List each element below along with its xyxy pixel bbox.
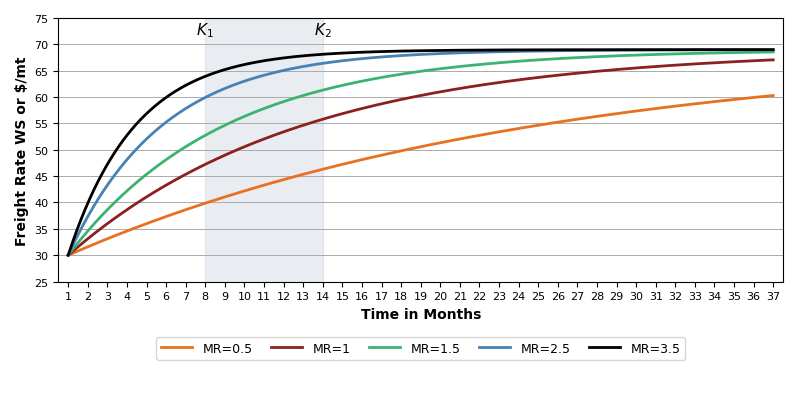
- MR=2.5: [349, 58, 358, 63]
- MR=2.5: [547, 49, 557, 54]
- MR=0.5: [349, 160, 358, 165]
- MR=2.5: [374, 56, 384, 61]
- MR=1.5: [63, 253, 73, 258]
- MR=3.5: [626, 48, 635, 53]
- MR=3.5: [349, 51, 358, 56]
- Y-axis label: Freight Rate WS or $/mt: Freight Rate WS or $/mt: [15, 56, 29, 245]
- MR=3.5: [547, 48, 557, 53]
- MR=1.5: [613, 54, 622, 59]
- Line: MR=1: MR=1: [68, 61, 773, 256]
- MR=1: [374, 103, 384, 108]
- MR=1: [63, 253, 73, 258]
- MR=1.5: [349, 81, 358, 86]
- Text: $K_1$: $K_1$: [196, 21, 214, 40]
- MR=1: [136, 199, 145, 204]
- MR=3.5: [613, 48, 622, 53]
- MR=0.5: [136, 224, 145, 229]
- Line: MR=2.5: MR=2.5: [68, 51, 773, 256]
- MR=0.5: [613, 112, 622, 116]
- MR=0.5: [768, 94, 778, 99]
- MR=0.5: [63, 253, 73, 258]
- MR=1: [768, 58, 778, 63]
- Legend: MR=0.5, MR=1, MR=1.5, MR=2.5, MR=3.5: MR=0.5, MR=1, MR=1.5, MR=2.5, MR=3.5: [156, 337, 685, 360]
- MR=1: [547, 74, 557, 79]
- MR=1: [626, 67, 635, 72]
- MR=1.5: [768, 50, 778, 55]
- MR=1: [349, 109, 358, 114]
- X-axis label: Time in Months: Time in Months: [361, 307, 481, 321]
- Line: MR=0.5: MR=0.5: [68, 96, 773, 256]
- MR=3.5: [136, 118, 145, 123]
- MR=1: [613, 68, 622, 73]
- MR=2.5: [136, 143, 145, 148]
- MR=0.5: [626, 110, 635, 115]
- MR=2.5: [613, 49, 622, 54]
- Line: MR=3.5: MR=3.5: [68, 50, 773, 256]
- Bar: [205, 19, 322, 282]
- MR=1.5: [136, 178, 145, 183]
- MR=3.5: [374, 50, 384, 55]
- MR=3.5: [63, 253, 73, 258]
- MR=3.5: [768, 48, 778, 53]
- MR=1.5: [374, 76, 384, 81]
- MR=2.5: [768, 48, 778, 53]
- MR=0.5: [374, 154, 384, 159]
- Text: $K_2$: $K_2$: [314, 21, 332, 40]
- MR=2.5: [63, 253, 73, 258]
- MR=1.5: [547, 57, 557, 62]
- MR=1.5: [626, 54, 635, 59]
- Line: MR=1.5: MR=1.5: [68, 53, 773, 256]
- MR=0.5: [547, 121, 557, 126]
- MR=2.5: [626, 49, 635, 54]
